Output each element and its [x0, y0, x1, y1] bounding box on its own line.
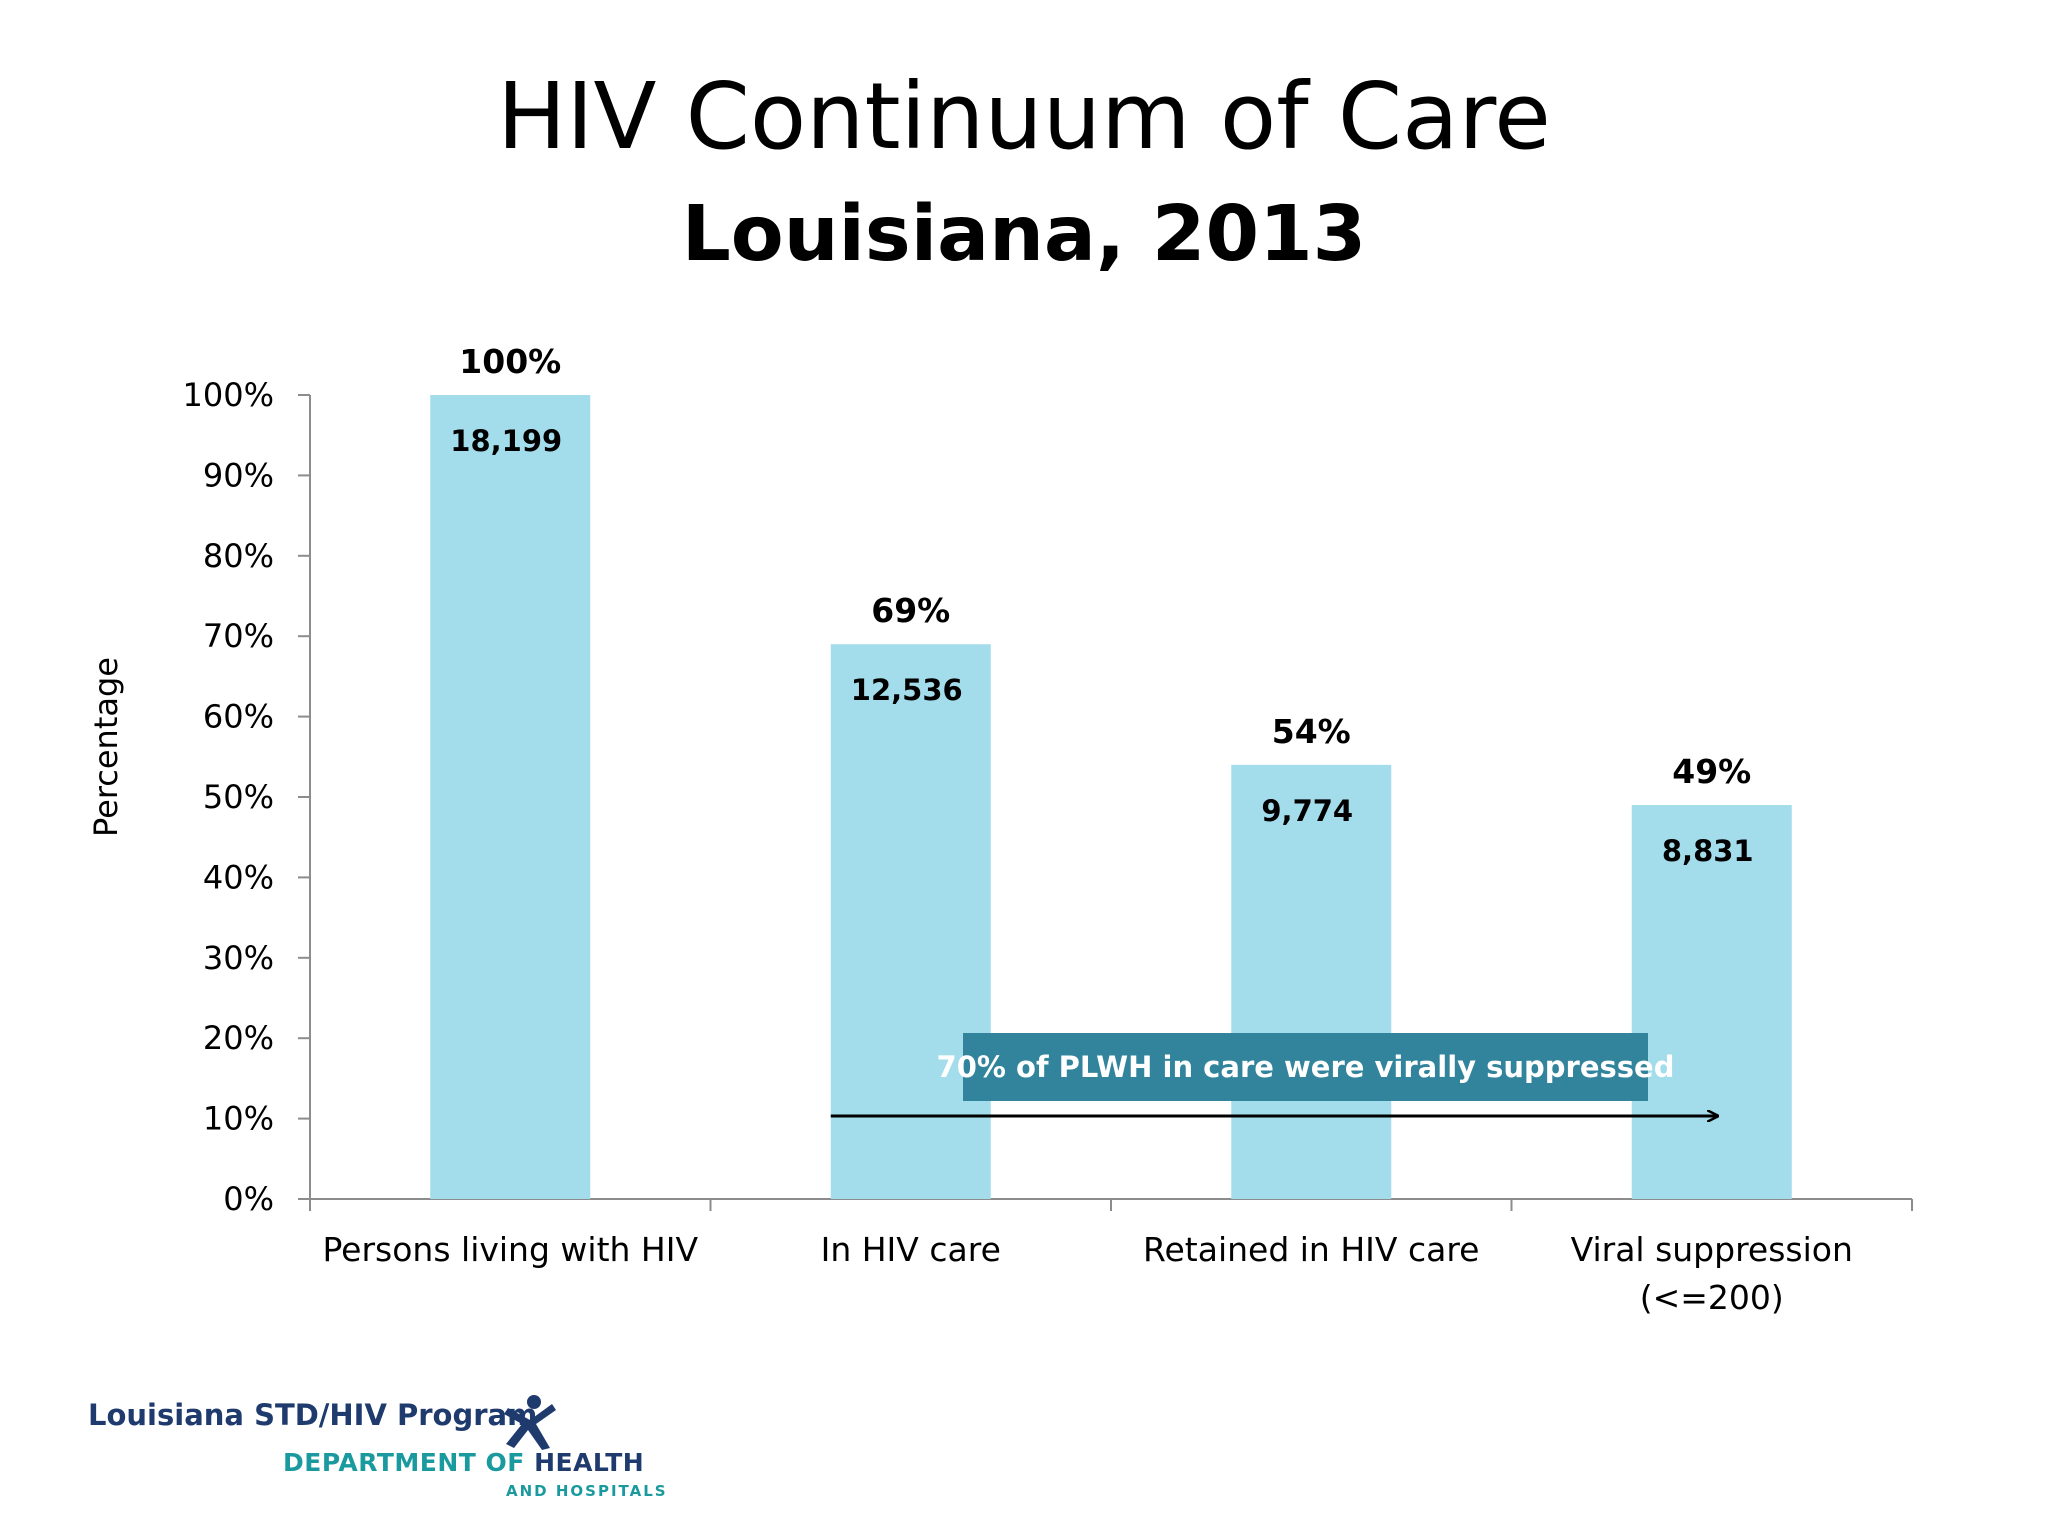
annotation-text: 70% of PLWH in care were virally suppres…	[937, 1050, 1675, 1084]
y-tick-label: 50%	[203, 778, 274, 816]
dept-health: HEALTH	[534, 1448, 645, 1477]
bar	[1631, 805, 1792, 1199]
y-tick-label: 0%	[223, 1180, 274, 1218]
annotation-box	[963, 1033, 1648, 1101]
y-tick-label: 80%	[203, 537, 274, 575]
slide-subtitle: Louisiana, 2013	[681, 190, 1367, 279]
x-category-label: Persons living with HIV	[322, 1230, 698, 1269]
bar-percent-label: 69%	[871, 591, 950, 630]
bar	[430, 395, 591, 1199]
y-tick-label: 100%	[183, 376, 274, 414]
dept-suffix: AND HOSPITALS	[506, 1482, 668, 1500]
y-tick-label: 30%	[203, 939, 274, 977]
bar-count-label: 18,199	[450, 424, 562, 458]
slide-title: HIV Continuum of Care	[497, 63, 1551, 170]
x-category-label: Retained in HIV care	[1143, 1230, 1479, 1269]
bar-count-label: 9,774	[1261, 794, 1353, 828]
y-tick-label: 10%	[203, 1100, 274, 1138]
bar-count-label: 12,536	[851, 673, 963, 707]
x-category-label: Viral suppression	[1571, 1230, 1853, 1269]
y-tick-label: 40%	[203, 858, 274, 896]
dept-logo-icon	[504, 1395, 556, 1450]
bar-percent-label: 100%	[459, 342, 561, 381]
y-axis-title: Percentage	[87, 657, 125, 837]
program-name: Louisiana STD/HIV Program	[88, 1398, 538, 1432]
x-category-label: (<=200)	[1640, 1278, 1784, 1317]
dept-name: DEPARTMENT OF HEALTH	[283, 1448, 644, 1477]
y-tick-label: 60%	[203, 698, 274, 736]
bar-count-label: 8,831	[1662, 834, 1754, 868]
bar-percent-label: 54%	[1272, 712, 1351, 751]
bar-percent-label: 49%	[1672, 752, 1751, 791]
footer: Louisiana STD/HIV Program DEPARTMENT OF …	[88, 1395, 688, 1508]
y-tick-label: 70%	[203, 617, 274, 655]
x-category-label: In HIV care	[821, 1230, 1001, 1269]
bar	[1231, 764, 1392, 1199]
dept-prefix: DEPARTMENT OF	[283, 1448, 535, 1477]
bar	[830, 644, 991, 1199]
y-tick-label: 20%	[203, 1019, 274, 1057]
y-tick-label: 90%	[203, 456, 274, 494]
